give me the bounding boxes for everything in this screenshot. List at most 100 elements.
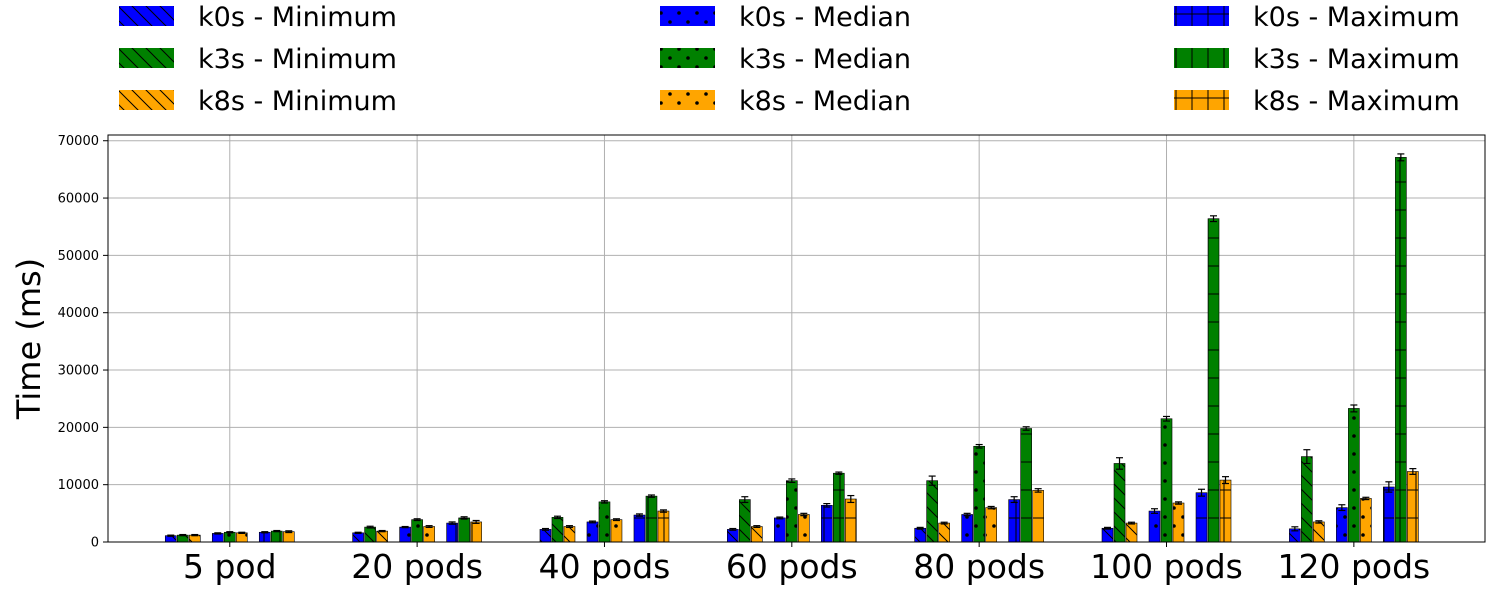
bar	[1125, 522, 1138, 543]
error-bar	[847, 494, 855, 504]
y-tick-label: 60000	[58, 192, 99, 207]
error-bar	[179, 533, 187, 537]
legend-item: k0s - Median	[660, 2, 911, 33]
y-tick-label: 0	[91, 536, 99, 551]
error-bar	[366, 525, 374, 529]
error-bar	[823, 502, 831, 508]
bar	[926, 480, 938, 543]
error-bar	[425, 525, 433, 528]
bar	[774, 517, 786, 543]
legend-swatch	[1174, 6, 1229, 26]
y-tick-label: 20000	[58, 421, 99, 436]
bar	[1160, 418, 1173, 543]
error-bar	[238, 531, 246, 535]
bar	[1407, 471, 1419, 543]
legend-swatch	[119, 90, 174, 110]
bar	[985, 507, 997, 543]
plot-area-frame	[107, 134, 1486, 543]
error-bar	[800, 512, 808, 517]
error-bar	[1010, 496, 1018, 504]
bar	[411, 519, 423, 543]
bar	[1360, 498, 1372, 543]
error-bar	[1303, 449, 1311, 465]
error-bar	[1362, 496, 1370, 501]
bar	[1008, 499, 1020, 543]
bar	[1195, 492, 1208, 543]
error-bars	[167, 153, 1417, 537]
x-tick-label: 40 pods	[539, 547, 671, 586]
bar	[610, 519, 623, 543]
legend-swatch	[119, 6, 174, 26]
error-bar	[1151, 508, 1159, 514]
error-bar	[1128, 521, 1136, 525]
legend-item: k8s - Median	[660, 86, 911, 117]
bar	[961, 514, 973, 543]
bar	[352, 532, 364, 543]
error-bar	[588, 520, 596, 524]
bar	[1383, 486, 1395, 543]
error-bar	[1397, 153, 1405, 162]
legend-swatch	[660, 48, 715, 68]
y-tick-label: 70000	[58, 134, 99, 149]
error-bar	[378, 529, 386, 533]
error-bar	[413, 518, 421, 522]
legend-item: k0s - Minimum	[119, 2, 397, 33]
x-tick-label: 60 pods	[726, 547, 858, 586]
bar	[598, 501, 611, 543]
bar	[1219, 479, 1232, 543]
legend-item: k3s - Median	[660, 44, 911, 75]
error-bar	[191, 533, 199, 537]
bar	[1395, 157, 1407, 543]
legend-label: k8s - Median	[739, 86, 911, 117]
legend-label: k3s - Median	[739, 44, 911, 75]
error-bar	[1175, 501, 1183, 505]
error-bar	[1116, 457, 1124, 470]
error-bar	[1022, 426, 1030, 431]
legend-label: k8s - Maximum	[1253, 86, 1460, 117]
x-tick-label: 5 pod	[183, 547, 277, 586]
error-bar	[600, 500, 608, 504]
bar	[364, 526, 376, 543]
x-axis-ticks: 5 pod 20 pods 40 pods 60 pods 80 pods 100 pod…	[183, 542, 1430, 586]
x-tick-label: 20 pods	[351, 547, 483, 586]
bar	[798, 514, 810, 543]
legend: k0s - Minimum k3s - Minimum k8s - Minimum k…	[119, 2, 1460, 117]
error-bar	[460, 516, 468, 520]
bar	[235, 532, 248, 543]
bar	[423, 526, 435, 543]
error-bar	[1315, 520, 1323, 524]
error-bar	[553, 515, 561, 520]
bar	[470, 521, 482, 543]
bar	[938, 522, 950, 543]
error-bar	[835, 471, 843, 475]
bar	[539, 529, 552, 543]
bar	[1148, 510, 1161, 543]
error-bar	[1385, 481, 1393, 493]
bars	[164, 157, 1419, 543]
y-axis-ticks: 0 10000 20000 30000 40000 50000 60000 70000	[58, 134, 108, 551]
bar	[458, 517, 470, 543]
error-bar	[647, 494, 655, 498]
legend-label: k0s - Median	[739, 2, 911, 33]
legend-label: k8s - Minimum	[198, 86, 397, 117]
legend-swatch	[660, 6, 715, 26]
legend-label: k0s - Minimum	[198, 2, 397, 33]
error-bar	[448, 521, 456, 525]
x-tick-label: 120 pods	[1277, 547, 1430, 586]
bar	[786, 480, 798, 543]
legend-item: k8s - Maximum	[1174, 86, 1460, 117]
bar	[845, 498, 857, 543]
legend-swatch	[660, 90, 715, 110]
y-tick-label: 10000	[58, 478, 99, 493]
error-bar	[472, 519, 480, 524]
bar	[563, 526, 576, 543]
error-bar	[541, 527, 549, 531]
error-bar	[273, 529, 281, 533]
error-bar	[729, 527, 737, 531]
bar	[727, 529, 739, 543]
bar	[1207, 218, 1220, 543]
error-bar	[1338, 504, 1346, 512]
y-tick-label: 50000	[58, 249, 99, 264]
error-bar	[612, 518, 620, 522]
